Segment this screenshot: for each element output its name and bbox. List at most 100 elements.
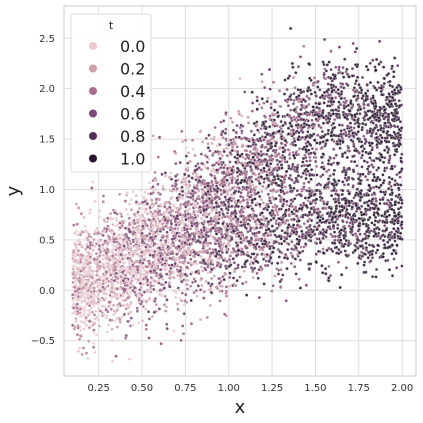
data-point (206, 142, 210, 146)
data-point (279, 132, 283, 136)
data-point (149, 290, 153, 294)
data-point (306, 198, 310, 203)
data-point (289, 108, 293, 112)
data-point (187, 189, 191, 194)
data-point (260, 80, 264, 84)
data-point (386, 240, 390, 244)
data-point (311, 105, 315, 109)
data-point (71, 293, 75, 297)
data-point (300, 229, 304, 233)
data-point (87, 319, 92, 323)
data-point (383, 156, 387, 160)
data-point (332, 161, 336, 165)
data-point (297, 242, 301, 246)
data-point (288, 173, 293, 178)
data-point (142, 290, 147, 294)
data-point (131, 190, 135, 194)
data-point (306, 169, 310, 173)
data-point (381, 126, 386, 131)
data-point (172, 204, 176, 209)
data-point (196, 201, 200, 206)
data-point (250, 90, 254, 94)
data-point (225, 211, 230, 215)
data-point (178, 296, 182, 301)
data-point (81, 320, 85, 324)
data-point (366, 256, 370, 260)
data-point (106, 323, 111, 327)
data-point (314, 164, 319, 169)
data-point (154, 178, 158, 183)
data-point (106, 216, 110, 220)
data-point (262, 245, 266, 249)
data-point (185, 208, 189, 213)
data-point (373, 65, 377, 69)
data-point (333, 241, 337, 245)
data-point (161, 184, 165, 189)
data-point (193, 153, 197, 158)
data-point (398, 104, 402, 108)
data-point (110, 338, 114, 343)
data-point (309, 177, 313, 181)
data-point (225, 259, 229, 263)
data-point (265, 99, 269, 104)
data-point (248, 150, 252, 154)
data-point (156, 155, 160, 159)
data-point (271, 250, 275, 254)
data-point (251, 275, 255, 280)
data-point (189, 242, 194, 246)
data-point (206, 189, 210, 194)
data-point (175, 257, 179, 261)
data-point (344, 212, 348, 217)
data-point (278, 279, 282, 284)
data-point (142, 258, 146, 262)
data-point (175, 231, 179, 235)
data-point (271, 205, 275, 209)
data-point (184, 154, 189, 158)
data-point (390, 252, 394, 256)
data-point (86, 356, 90, 361)
data-point (208, 265, 212, 269)
data-point (306, 219, 310, 223)
data-point (230, 192, 234, 197)
data-point (217, 276, 221, 281)
data-point (273, 112, 277, 117)
data-point (327, 158, 331, 163)
data-point (194, 164, 198, 168)
data-point (359, 107, 363, 111)
data-point (244, 280, 248, 284)
data-point (162, 286, 167, 290)
data-point (286, 126, 291, 130)
data-point (311, 81, 315, 86)
data-point (383, 224, 387, 228)
data-point (334, 65, 338, 69)
data-point (278, 250, 282, 254)
data-point (392, 124, 396, 128)
data-point (242, 198, 246, 202)
data-point (248, 243, 253, 248)
data-point (325, 211, 329, 216)
data-point (337, 123, 342, 127)
data-point (224, 285, 229, 289)
data-point (302, 222, 306, 226)
data-point (269, 137, 274, 141)
data-point (385, 166, 389, 170)
data-point (272, 135, 276, 139)
data-point (132, 261, 137, 265)
data-point (349, 125, 353, 129)
data-point (281, 213, 286, 217)
data-point (269, 162, 273, 166)
data-point (146, 192, 151, 196)
data-point (293, 257, 298, 261)
data-point (400, 201, 404, 205)
data-point (364, 122, 368, 127)
data-point (294, 209, 299, 213)
data-point (267, 227, 271, 231)
data-point (131, 323, 135, 327)
data-point (143, 199, 147, 204)
data-point (223, 215, 227, 219)
data-point (386, 103, 390, 107)
data-point (129, 316, 133, 320)
data-point (243, 161, 247, 165)
data-point (165, 326, 169, 331)
data-point (181, 196, 185, 201)
